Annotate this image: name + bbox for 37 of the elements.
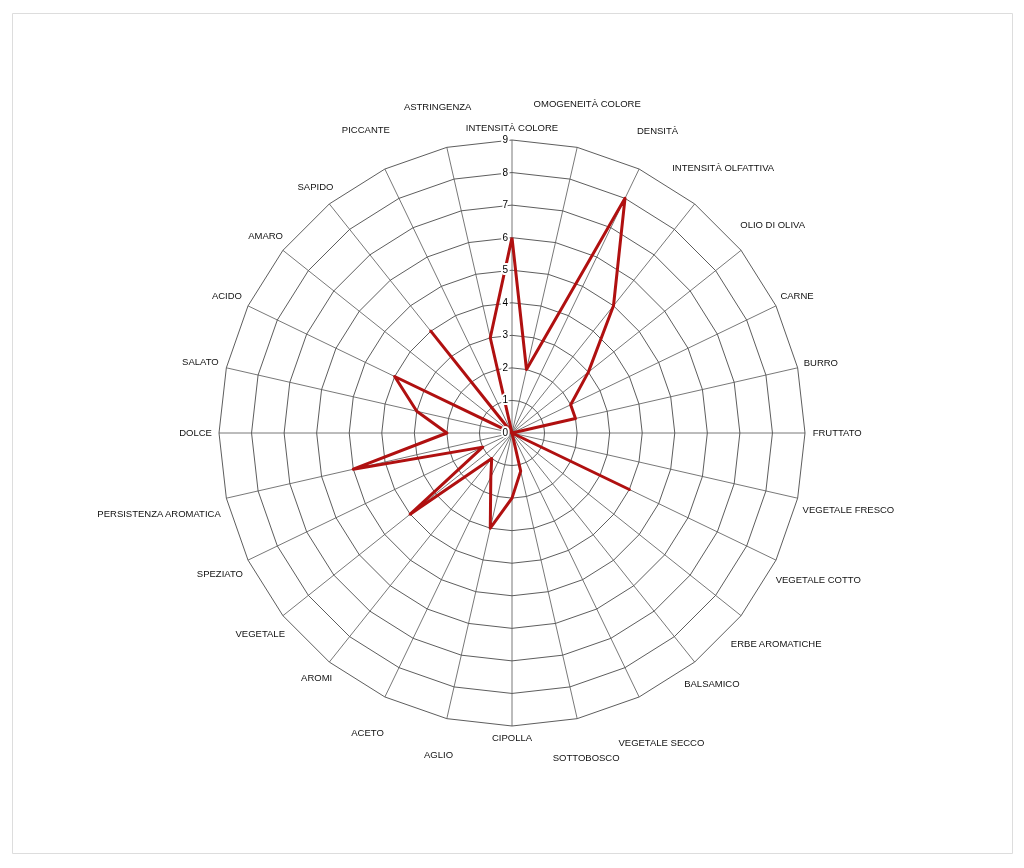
spoke-label: ACETO [351, 727, 384, 739]
spoke-label: ERBE AROMATICHE [730, 637, 822, 649]
spoke-label: CARNE [780, 289, 814, 301]
spoke-label: AMARO [248, 230, 283, 242]
spoke-label: OLIO DI OLIVA [740, 219, 806, 231]
spoke-label: ASTRINGENZA [403, 101, 473, 113]
spoke-label: BALSAMICO [684, 677, 740, 689]
spoke-label: PERSISTENZA AROMATICA [97, 507, 222, 519]
spoke-label: DENSITÀ [636, 124, 679, 136]
spoke-label: VEGETALE [235, 627, 285, 639]
y-tick-label: 2 [502, 361, 509, 373]
spoke-label: SALATO [182, 355, 219, 367]
spoke-label: FRUTTATO [812, 427, 862, 438]
spoke-label: INTENSITÀ COLORE [465, 122, 559, 133]
spoke-label: BURRO [803, 356, 839, 368]
spoke-label: SOTTOBOSCO [552, 752, 620, 764]
y-tick-label: 6 [502, 231, 509, 243]
spoke-label: SAPIDO [297, 180, 334, 192]
spoke-label: PICCANTE [341, 123, 390, 135]
y-tick-label: 5 [502, 264, 509, 276]
spoke-label: OMOGENEITÀ COLORE [533, 97, 641, 109]
y-tick-label: 7 [502, 199, 509, 211]
spoke-label: VEGETALE SECCO [618, 737, 705, 749]
spoke-label: VEGETALE COTTO [775, 574, 861, 586]
spoke-label: ACIDO [211, 289, 243, 301]
spoke-label: INTENSITÀ OLFATTIVA [672, 162, 775, 174]
spoke-label: AROMI [301, 672, 333, 684]
spoke-label: CIPOLLA [491, 732, 533, 743]
spoke-label: DOLCE [179, 427, 212, 438]
y-tick-label: 0 [502, 427, 509, 438]
spoke-label: SPEZIATO [196, 567, 243, 579]
y-tick-label: 9 [502, 134, 509, 145]
spoke-label: AGLIO [424, 748, 454, 760]
y-tick-label: 8 [502, 166, 509, 178]
y-tick-label: 1 [502, 394, 509, 406]
spoke-label: VEGETALE FRESCO [802, 503, 895, 515]
y-tick-label: 3 [502, 329, 509, 341]
